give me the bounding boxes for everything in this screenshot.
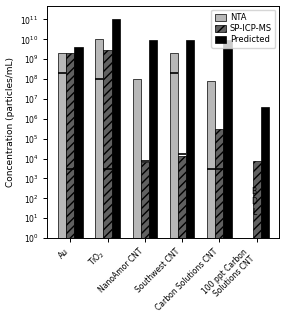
Bar [66,53,74,318]
Bar [253,161,261,318]
Bar [223,40,232,318]
Bar [149,40,157,318]
Bar [141,162,149,318]
Legend: NTA, SP-ICP-MS, Predicted: NTA, SP-ICP-MS, Predicted [211,10,275,48]
Bar [133,79,141,318]
Bar [170,53,178,318]
Bar [112,19,120,318]
Bar [74,47,83,318]
Text: B
D
L: B D L [251,187,257,217]
Y-axis label: Concentration (particles/mL): Concentration (particles/mL) [5,57,15,187]
Bar [58,53,66,318]
Bar [95,39,103,318]
Bar [261,107,269,318]
Bar [103,50,112,318]
Bar [207,81,215,318]
Bar [178,156,186,318]
Bar [186,40,194,318]
Bar [215,129,223,318]
